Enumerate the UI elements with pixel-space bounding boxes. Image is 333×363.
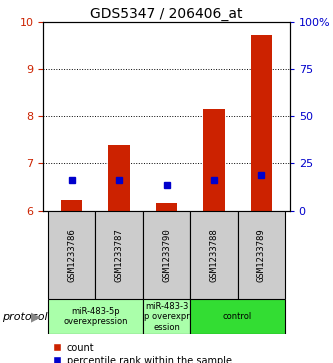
Bar [61,200,82,211]
Bar [203,109,224,211]
FancyBboxPatch shape [143,211,190,299]
Text: miR-483-3
p overexpr
ession: miR-483-3 p overexpr ession [144,302,189,332]
FancyBboxPatch shape [190,211,237,299]
Text: protocol: protocol [2,312,47,322]
Bar [156,203,177,211]
FancyBboxPatch shape [143,299,190,334]
FancyBboxPatch shape [48,211,96,299]
FancyBboxPatch shape [48,299,143,334]
FancyBboxPatch shape [237,211,285,299]
Text: GSM1233786: GSM1233786 [67,228,76,282]
Text: GSM1233787: GSM1233787 [115,228,124,282]
Text: ▶: ▶ [31,310,41,323]
Text: GSM1233790: GSM1233790 [162,228,171,282]
Bar [109,146,130,211]
Text: control: control [223,312,252,321]
Title: GDS5347 / 206406_at: GDS5347 / 206406_at [90,7,243,21]
Text: miR-483-5p
overexpression: miR-483-5p overexpression [63,307,128,326]
FancyBboxPatch shape [190,299,285,334]
Text: GSM1233789: GSM1233789 [257,228,266,282]
Text: GSM1233788: GSM1233788 [209,228,218,282]
Bar [251,35,272,211]
FancyBboxPatch shape [96,211,143,299]
Legend: count, percentile rank within the sample: count, percentile rank within the sample [48,339,235,363]
